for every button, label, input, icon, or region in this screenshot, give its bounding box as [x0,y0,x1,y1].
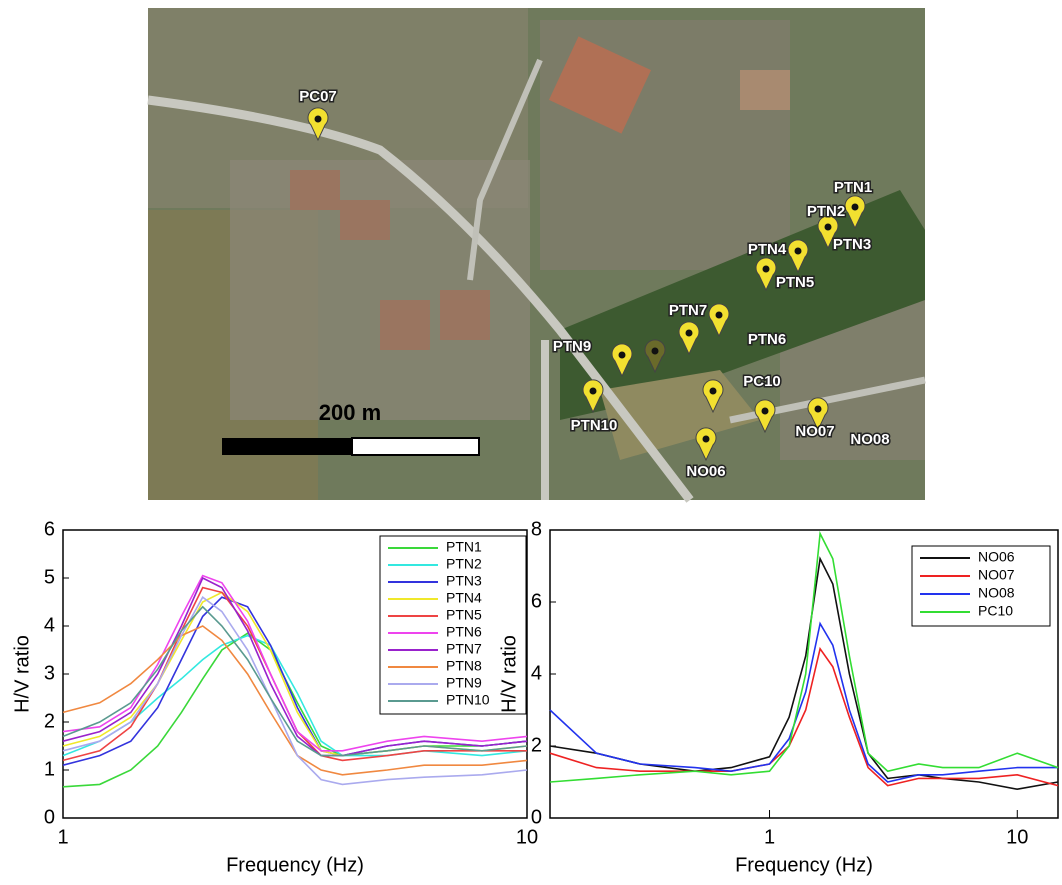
legend-label: PTN8 [446,658,482,674]
y-tick-label: 4 [44,614,55,636]
map-pin-dot [815,406,822,413]
y-tick-label: 2 [44,710,55,732]
building [290,170,340,210]
map-pin-dot [315,116,322,123]
legend-label: NO07 [978,567,1015,583]
marker-label: PTN9 [553,338,591,355]
legend-label: PTN1 [446,539,482,555]
building [380,300,430,350]
legend-label: PTN5 [446,607,482,623]
marker-label: NO08 [850,431,889,448]
map-pin-dot [619,352,626,359]
map-pin-dot [762,408,769,415]
x-tick-label: 10 [516,826,538,848]
y-tick-label: 0 [44,806,55,828]
y-tick-label: 2 [531,734,542,756]
scale-bar [352,438,479,455]
y-axis-label: H/V ratio [498,635,520,713]
map-pin-dot [716,312,723,319]
marker-label: PTN4 [748,241,787,258]
y-axis-label: H/V ratio [11,635,33,713]
legend-label: PTN7 [446,641,482,657]
marker-label: PTN1 [834,179,872,196]
marker-label: PC07 [299,88,337,105]
legend-label: PTN10 [446,692,490,708]
series-line [550,649,1058,786]
legend: NO06 NO07 NO08 PC10 [912,546,1050,626]
legend-label: PTN6 [446,624,482,640]
map-pin-dot [795,248,802,255]
building [740,70,790,110]
marker-label: PC10 [743,373,781,390]
marker-label: PTN3 [833,236,871,253]
x-axis-label: Frequency (Hz) [226,854,364,876]
y-tick-label: 6 [44,518,55,540]
marker-label: PTN2 [807,203,845,220]
legend-label: NO06 [978,549,1015,565]
marker-label: NO07 [795,423,834,440]
map-pin-dot [852,204,859,211]
marker-label: PTN6 [748,331,786,348]
x-tick-label: 10 [1006,826,1028,848]
figure: 200 m PC07PTN1PTN2PTN3PTN4PTN5PTN6PTN7PT… [0,0,1062,880]
map-pin-dot [825,224,832,231]
legend-label: PTN3 [446,573,482,589]
y-tick-label: 4 [531,662,542,684]
y-tick-label: 1 [44,758,55,780]
y-tick-label: 8 [531,518,542,540]
scale-bar [222,438,352,455]
map-pin-dot [686,330,693,337]
legend-label: NO08 [978,585,1015,601]
scale-label: 200 m [319,400,381,425]
y-tick-label: 3 [44,662,55,684]
y-tick-label: 6 [531,590,542,612]
marker-label: PTN7 [669,302,707,319]
marker-label: PTN10 [571,417,618,434]
marker-label: PTN5 [776,274,814,291]
legend-label: PC10 [978,603,1013,619]
legend-label: PTN9 [446,675,482,691]
building [340,200,390,240]
marker-label: NO06 [686,463,725,480]
y-tick-label: 5 [44,566,55,588]
series-line [550,624,1058,782]
x-tick-label: 1 [57,826,68,848]
y-tick-label: 0 [531,806,542,828]
map-pin-dot [590,388,597,395]
x-axis-label: Frequency (Hz) [735,854,873,876]
building [440,290,490,340]
legend-label: PTN4 [446,590,482,606]
map-pin-dot [763,266,770,273]
map-pin-dot [710,388,717,395]
map-pin-dot [703,436,710,443]
map-pin-dot [652,348,659,355]
legend-label: PTN2 [446,556,482,572]
x-tick-label: 1 [764,826,775,848]
